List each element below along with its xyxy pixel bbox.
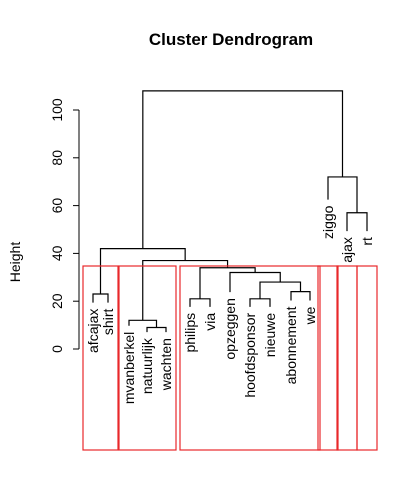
leaf-label: abonnement bbox=[283, 306, 299, 384]
cluster-box bbox=[82, 265, 119, 451]
dendrogram-branch bbox=[128, 319, 158, 328]
chart-title: Cluster Dendrogram bbox=[149, 30, 313, 49]
cluster-box bbox=[179, 265, 321, 451]
y-tick-label: 20 bbox=[49, 293, 65, 309]
dendrogram-branch bbox=[92, 293, 109, 303]
cluster-box bbox=[336, 265, 358, 451]
y-axis: 0 20 40 60 80 100 bbox=[49, 98, 80, 353]
leaf-label: natuurlijk bbox=[139, 337, 155, 394]
y-axis-label: Height bbox=[7, 242, 23, 283]
y-tick-label: 60 bbox=[49, 198, 65, 214]
dendrogram-branch bbox=[290, 291, 311, 301]
leaf-label: rt bbox=[359, 237, 375, 246]
leaf-label: shirt bbox=[100, 309, 116, 336]
cluster-box bbox=[317, 265, 339, 451]
dendrogram-branch bbox=[142, 259, 229, 321]
y-tick-label: 40 bbox=[49, 245, 65, 261]
leaf-label: hoofdsponsor bbox=[242, 312, 258, 397]
leaf-labels: afcajax shirt mvanberkel natuurlijk wachten p… bbox=[85, 205, 375, 404]
leaf-label: afcajax bbox=[85, 309, 101, 353]
leaf-label: wachten bbox=[158, 338, 174, 391]
leaf-label: nieuwe bbox=[262, 313, 278, 358]
dendrogram-branches bbox=[92, 90, 368, 333]
dendrogram-branch bbox=[259, 281, 302, 299]
leaf-label: ajax bbox=[339, 237, 355, 263]
y-tick-label: 100 bbox=[49, 98, 65, 122]
leaf-label: via bbox=[202, 313, 218, 331]
leaf-label: ziggo bbox=[320, 205, 336, 239]
leaf-label: philips bbox=[182, 313, 198, 353]
dendrogram-branch bbox=[142, 90, 344, 249]
dendrogram-branch bbox=[249, 298, 271, 307]
y-tick-label: 80 bbox=[49, 150, 65, 166]
cluster-box bbox=[356, 265, 378, 451]
leaf-label: we bbox=[302, 306, 318, 325]
leaf-label: mvanberkel bbox=[121, 332, 137, 404]
cluster-boxes bbox=[82, 265, 378, 451]
y-tick-label: 0 bbox=[49, 345, 65, 353]
dendrogram-branch bbox=[146, 326, 167, 333]
dendrogram-branch bbox=[189, 298, 211, 307]
dendrogram-branch bbox=[346, 212, 368, 232]
cluster-box bbox=[118, 265, 177, 451]
leaf-label: opzeggen bbox=[222, 298, 238, 360]
